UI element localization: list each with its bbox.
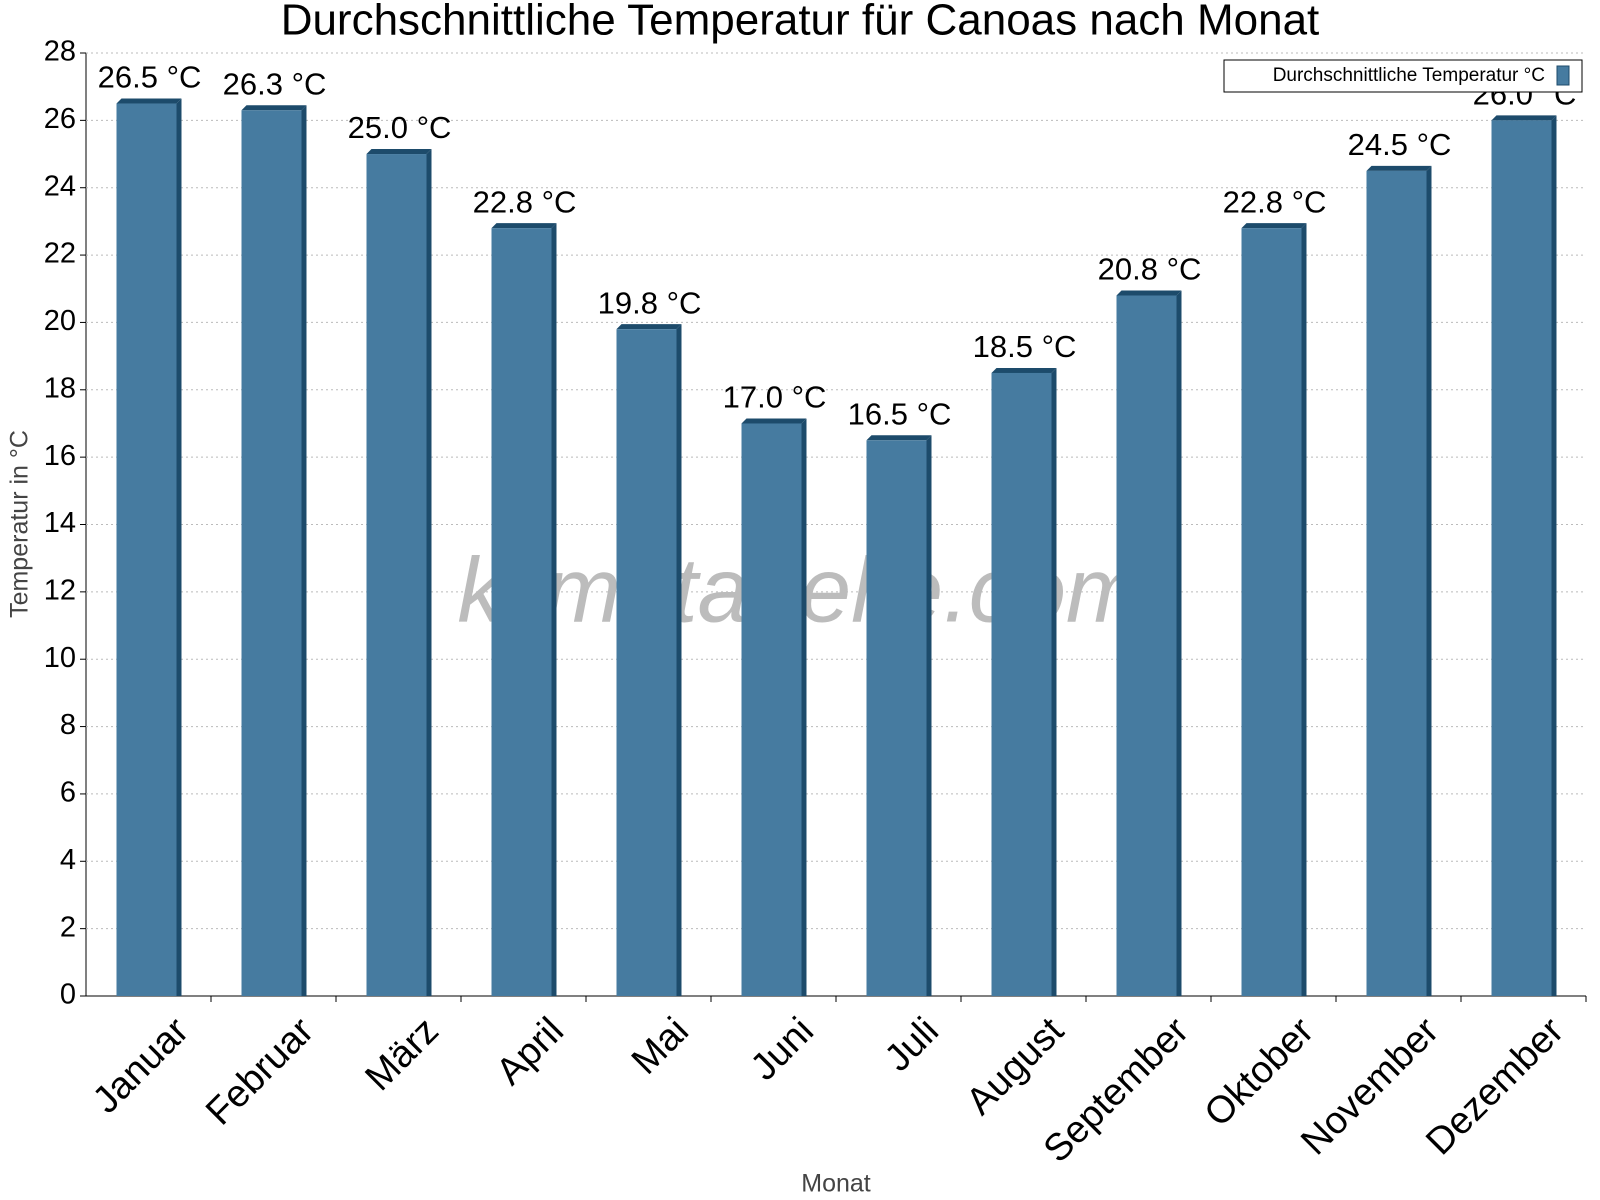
bar-top <box>991 367 1057 373</box>
bar-top <box>1366 165 1432 171</box>
bar <box>741 423 802 996</box>
x-tick-label: Juli <box>877 1010 947 1080</box>
data-label: 24.5 °C <box>1348 127 1452 162</box>
x-tick-label: Februar <box>198 1010 322 1134</box>
bar-top <box>1491 115 1557 121</box>
bar-top <box>1116 290 1182 296</box>
data-label: 26.3 °C <box>223 66 327 101</box>
y-tick-label: 18 <box>44 372 76 404</box>
bar-side <box>1301 223 1307 997</box>
y-tick-label: 10 <box>44 642 76 674</box>
data-label: 16.5 °C <box>848 396 952 431</box>
bar <box>491 228 552 997</box>
bar-top <box>491 223 557 229</box>
bar <box>616 329 677 996</box>
x-tick-label: April <box>488 1010 571 1093</box>
y-tick-label: 6 <box>60 777 76 809</box>
x-axis-label: Monat <box>801 1170 871 1198</box>
data-label: 17.0 °C <box>723 380 827 415</box>
bar-top <box>616 324 682 330</box>
bar-top <box>866 435 932 441</box>
bar <box>116 103 177 996</box>
bar-side <box>1426 165 1432 996</box>
bar-side <box>1176 290 1182 996</box>
y-tick-label: 2 <box>60 911 76 943</box>
bar <box>366 154 427 997</box>
data-label: 25.0 °C <box>348 110 452 145</box>
legend-swatch <box>1556 65 1570 86</box>
x-tick-label: Oktober <box>1197 1010 1323 1136</box>
bar <box>1366 170 1427 996</box>
x-tick-label: Dezember <box>1418 1010 1572 1164</box>
bar-side <box>1551 115 1557 997</box>
bar-side <box>1051 367 1057 997</box>
legend-box <box>1223 59 1583 93</box>
bar <box>991 372 1052 997</box>
bar-side <box>551 223 557 997</box>
bar-side <box>176 98 182 996</box>
bar-side <box>801 418 807 996</box>
y-axis-label: Temperatur in °C <box>6 430 34 618</box>
bar-top <box>366 149 432 155</box>
y-tick-label: 22 <box>44 238 76 270</box>
bar-top <box>241 105 307 111</box>
y-tick-label: 20 <box>44 305 76 337</box>
y-tick-label: 24 <box>44 170 76 202</box>
y-tick-label: 16 <box>44 440 76 472</box>
y-tick-label: 8 <box>60 709 76 741</box>
y-tick-label: 14 <box>44 507 76 539</box>
x-tick-label: Mai <box>624 1010 697 1083</box>
data-label: 20.8 °C <box>1098 252 1202 287</box>
bar <box>1491 120 1552 997</box>
bar-top <box>116 98 182 104</box>
bar-side <box>301 105 307 997</box>
chart-title: Durchschnittliche Temperatur für Canoas … <box>281 0 1320 45</box>
data-label: 22.8 °C <box>473 184 577 219</box>
bar-side <box>926 435 932 996</box>
y-tick-label: 12 <box>44 575 76 607</box>
x-tick-label: Juni <box>743 1010 822 1089</box>
data-label: 26.5 °C <box>98 60 202 95</box>
bar-top <box>1241 223 1307 229</box>
bar <box>241 110 302 997</box>
bar-side <box>426 149 432 997</box>
x-tick-label: März <box>358 1010 447 1099</box>
bar <box>866 440 927 996</box>
bar <box>1241 228 1302 997</box>
data-label: 19.8 °C <box>598 285 702 320</box>
x-tick-label: August <box>959 1009 1073 1123</box>
legend-label: Durchschnittliche Temperatur °C <box>1273 65 1545 86</box>
y-tick-label: 4 <box>60 844 76 876</box>
x-tick-label: Januar <box>85 1010 197 1122</box>
y-tick-label: 26 <box>44 103 76 135</box>
data-label: 18.5 °C <box>973 329 1077 364</box>
data-label: 22.8 °C <box>1223 184 1327 219</box>
y-tick-label: 28 <box>44 36 76 68</box>
bar <box>1116 295 1177 996</box>
bar-top <box>741 418 807 424</box>
y-tick-label: 0 <box>60 979 76 1011</box>
bar-side <box>676 324 682 996</box>
